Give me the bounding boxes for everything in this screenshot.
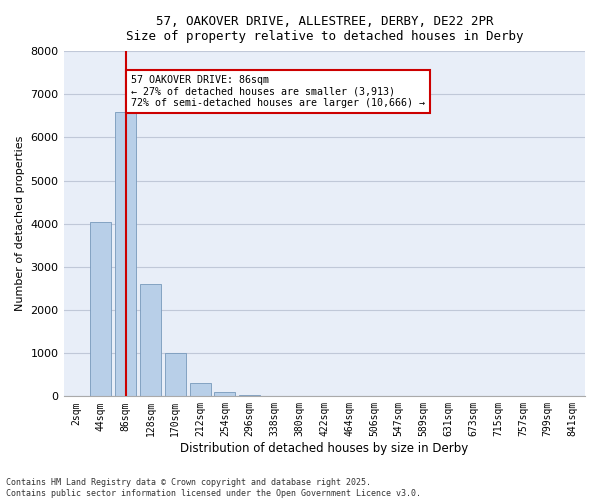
Bar [140,284,161,397]
Text: Contains HM Land Registry data © Crown copyright and database right 2025.
Contai: Contains HM Land Registry data © Crown c… [6,478,421,498]
Bar [90,222,112,396]
Text: 57 OAKOVER DRIVE: 86sqm
← 27% of detached houses are smaller (3,913)
72% of semi: 57 OAKOVER DRIVE: 86sqm ← 27% of detache… [131,76,425,108]
Y-axis label: Number of detached properties: Number of detached properties [15,136,25,312]
Bar [190,382,211,396]
Title: 57, OAKOVER DRIVE, ALLESTREE, DERBY, DE22 2PR
Size of property relative to detac: 57, OAKOVER DRIVE, ALLESTREE, DERBY, DE2… [125,15,523,43]
X-axis label: Distribution of detached houses by size in Derby: Distribution of detached houses by size … [180,442,469,455]
Bar [115,112,136,397]
Bar [165,353,186,397]
Bar [214,392,235,396]
